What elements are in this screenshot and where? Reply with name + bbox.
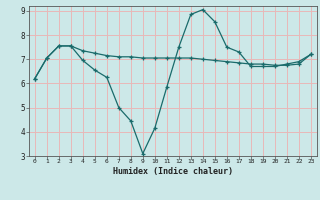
X-axis label: Humidex (Indice chaleur): Humidex (Indice chaleur) — [113, 167, 233, 176]
